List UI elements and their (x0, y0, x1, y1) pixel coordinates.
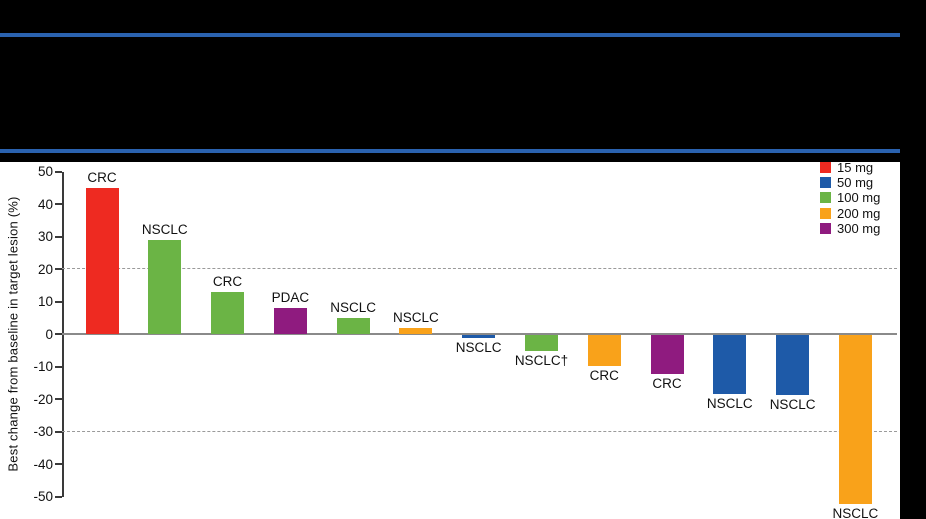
legend-swatch-icon (820, 222, 831, 234)
waterfall-bar-9 (587, 335, 621, 366)
y-axis-tick-label: 10 (37, 294, 53, 309)
y-axis-tick (55, 333, 62, 335)
y-axis-tick-label: -30 (33, 424, 53, 439)
bar-label-12: NSCLC (769, 397, 816, 413)
waterfall-bar-3 (211, 291, 245, 334)
waterfall-bar-2 (148, 239, 182, 334)
bar-label-9: CRC (589, 367, 619, 383)
legend-swatch-icon (820, 207, 831, 219)
reference-line-20 (62, 268, 897, 269)
waterfall-bar-11 (713, 335, 747, 394)
y-axis-tick-label: -40 (33, 456, 53, 472)
bar-label-7: NSCLC (455, 340, 502, 356)
waterfall-bar-6 (399, 327, 433, 334)
waterfall-bar-7 (462, 335, 496, 339)
y-axis-tick-label: 30 (37, 229, 53, 244)
y-axis-tick-label: -10 (33, 359, 53, 374)
bar-label-6: NSCLC (393, 309, 439, 325)
y-axis-tick (55, 268, 62, 270)
y-axis-tick (55, 300, 62, 303)
bar-label-5: NSCLC (330, 299, 376, 315)
y-axis-tick (55, 365, 62, 368)
bar-label-13: NSCLC (832, 506, 879, 519)
y-axis-tick-label: 0 (45, 326, 53, 342)
y-axis-tick-label: 40 (37, 196, 53, 212)
legend-item-label: 15 mg (837, 160, 874, 176)
waterfall-chart: Best change from baseline in target lesi… (0, 160, 900, 519)
legend-swatch-icon (820, 162, 831, 174)
legend-item: 50 mg (820, 175, 880, 190)
bar-label-1: CRC (87, 169, 117, 185)
header-rule-bottom (0, 149, 926, 153)
y-axis-tick-label: 20 (37, 261, 53, 277)
y-axis-tick (55, 398, 62, 400)
y-axis-tick-label: -20 (33, 391, 53, 407)
legend-item-label: 200 mg (837, 205, 881, 221)
y-axis-tick (55, 430, 62, 433)
waterfall-bar-10 (650, 335, 684, 374)
dose-legend: 15 mg 50 mg 100 mg 200 mg 300 mg (820, 160, 880, 236)
legend-swatch-icon (820, 177, 831, 189)
bar-label-3: CRC (212, 273, 243, 289)
legend-item-label: 300 mg (837, 220, 881, 236)
legend-item-label: 50 mg (837, 175, 874, 191)
waterfall-bar-12 (776, 335, 810, 396)
y-axis-tick (55, 463, 62, 465)
y-axis-tick-label: -50 (33, 489, 53, 504)
reference-line--30 (62, 430, 897, 432)
waterfall-bar-4 (273, 308, 307, 334)
waterfall-bar-8 (524, 335, 558, 352)
bar-label-10: CRC (652, 376, 682, 391)
y-axis-tick (55, 235, 62, 238)
legend-item: 200 mg (820, 206, 880, 221)
y-axis-tick (55, 170, 62, 173)
y-axis-tick-label: 50 (37, 164, 53, 179)
waterfall-bar-13 (838, 335, 872, 504)
redacted-header-band (0, 0, 926, 162)
waterfall-bar-1 (85, 187, 119, 334)
zero-baseline (62, 333, 897, 335)
y-axis-tick (55, 495, 62, 498)
legend-item: 100 mg (820, 190, 880, 205)
bar-label-11: NSCLC (706, 395, 753, 411)
legend-swatch-icon (820, 192, 831, 204)
legend-item: 300 mg (820, 221, 880, 236)
header-rule-top (0, 33, 926, 37)
bar-label-8: NSCLC† (514, 353, 569, 369)
right-black-mask (900, 0, 926, 519)
y-axis-tick (55, 203, 62, 205)
bar-label-4: PDAC (271, 290, 310, 305)
waterfall-bar-5 (336, 317, 370, 334)
legend-item-label: 100 mg (837, 190, 881, 206)
legend-item: 15 mg (820, 160, 880, 175)
bar-label-2: NSCLC (141, 221, 188, 237)
